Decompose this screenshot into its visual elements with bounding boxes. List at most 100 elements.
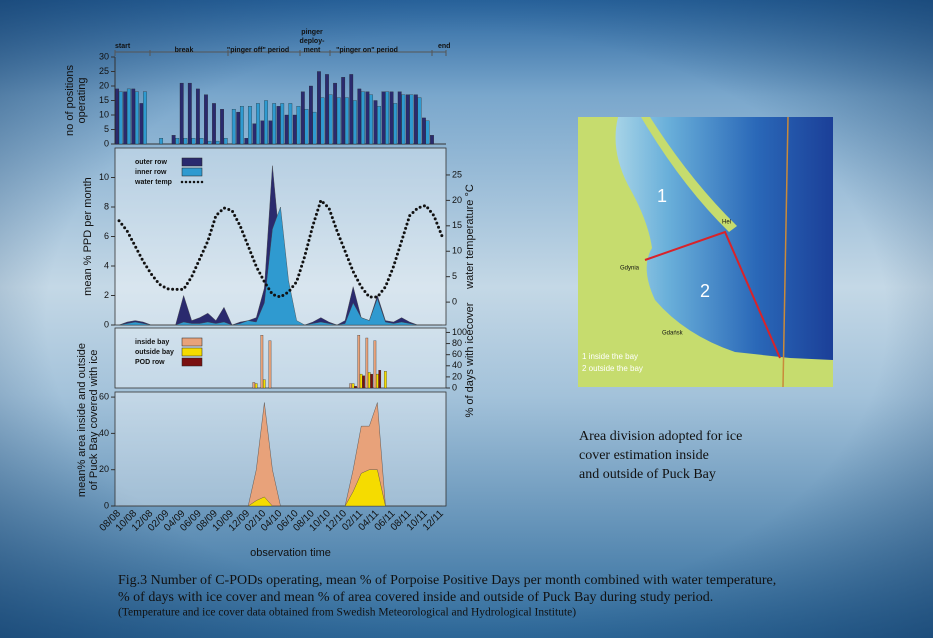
x-axis-title: observation time [250, 547, 331, 559]
bar [353, 101, 356, 145]
map-caption: and outside of Puck Bay [579, 467, 716, 482]
bar [245, 138, 248, 144]
y-tick-label: 0 [104, 319, 109, 329]
y-axis-title: no of positions [64, 65, 76, 136]
y2-tick-label: 5 [452, 271, 457, 281]
bar [240, 106, 243, 144]
bar [382, 92, 385, 144]
y2-tick-label: 15 [452, 220, 462, 230]
bar [253, 124, 256, 144]
legend-label: outside bay [135, 349, 174, 356]
y-tick-label: 25 [99, 66, 109, 76]
bar [269, 341, 271, 388]
y2-tick-label: 0 [452, 382, 457, 392]
bar [277, 106, 280, 144]
y-axis-title: mean% area inside and outside [76, 343, 88, 497]
bar [196, 89, 199, 144]
y-tick-label: 2 [104, 290, 109, 300]
bar [422, 118, 425, 144]
bar [200, 138, 203, 144]
bar [127, 89, 130, 144]
y2-tick-label: 20 [452, 371, 462, 381]
bar [384, 371, 386, 388]
bar [376, 374, 378, 388]
bar [176, 138, 179, 144]
bar [192, 138, 195, 144]
bar [159, 138, 162, 144]
bar [216, 141, 219, 144]
bar [188, 83, 191, 144]
plot-area [115, 392, 446, 506]
map-legend: 2 outside the bay [582, 364, 643, 373]
bar [261, 335, 263, 388]
y-tick-label: 5 [104, 124, 109, 134]
place-label: Gdańsk [662, 331, 684, 337]
bar [289, 103, 292, 144]
bar [253, 382, 255, 388]
map-caption: cover estimation inside [579, 448, 709, 463]
bar [285, 115, 288, 144]
bar [398, 92, 401, 144]
bar [374, 341, 376, 388]
bar [368, 372, 370, 388]
bar [232, 109, 235, 144]
bar [208, 141, 211, 144]
y-tick-label: 20 [99, 464, 109, 474]
bar [115, 89, 118, 144]
legend-label: inside bay [135, 339, 169, 346]
y-tick-label: 30 [99, 51, 109, 61]
bar [362, 376, 364, 388]
bar [123, 92, 126, 144]
y-axis-title: operating [76, 78, 88, 124]
y-tick-label: 40 [99, 428, 109, 438]
y-tick-label: 0 [104, 500, 109, 510]
bar [224, 138, 227, 144]
y2-tick-label: 0 [452, 296, 457, 306]
period-label: ment [304, 47, 321, 54]
bar [371, 374, 373, 388]
y-tick-label: 15 [99, 95, 109, 105]
period-label: "pinger off" period [227, 47, 289, 54]
bar [281, 103, 284, 144]
bar [272, 103, 275, 144]
period-label: start [115, 43, 131, 50]
place-label: Gdynia [620, 266, 640, 272]
y-tick-label: 10 [99, 172, 109, 182]
map-caption: Area division adopted for ice [579, 429, 742, 444]
legend-swatch [182, 358, 202, 366]
bar [220, 109, 223, 144]
y-tick-label: 20 [99, 80, 109, 90]
y-tick-label: 4 [104, 260, 109, 270]
y-tick-label: 10 [99, 109, 109, 119]
y-axis-title: mean % PPD per month [82, 177, 94, 296]
bar [350, 74, 353, 144]
bar [297, 106, 300, 144]
bar [414, 95, 417, 144]
bar [360, 374, 362, 388]
y-tick-label: 8 [104, 201, 109, 211]
bar [261, 121, 264, 144]
bar [385, 92, 388, 144]
bar [119, 92, 122, 144]
legend-swatch [182, 338, 202, 346]
poster: 1 2 Hel Gdynia Gdańsk 1 inside the bay 2… [0, 0, 933, 638]
bar [269, 121, 272, 144]
bar [317, 72, 320, 145]
bar [430, 135, 433, 144]
bar [180, 83, 183, 144]
bar [325, 74, 328, 144]
bar [350, 384, 352, 388]
figure-caption: % of days with ice cover and mean % of a… [118, 590, 713, 605]
bar [321, 98, 324, 144]
y2-axis-title: water temperature °C [464, 184, 476, 290]
y2-tick-label: 25 [452, 169, 462, 179]
bar [143, 92, 146, 144]
y2-tick-label: 10 [452, 246, 462, 256]
y2-tick-label: 40 [452, 360, 462, 370]
legend-swatch [182, 348, 202, 356]
y2-axis-title: % of days with icecover [464, 302, 476, 417]
bar [341, 77, 344, 144]
source-note: (Temperature and ice cover data obtained… [118, 607, 576, 619]
bar [305, 109, 308, 144]
legend-swatch [182, 158, 202, 166]
